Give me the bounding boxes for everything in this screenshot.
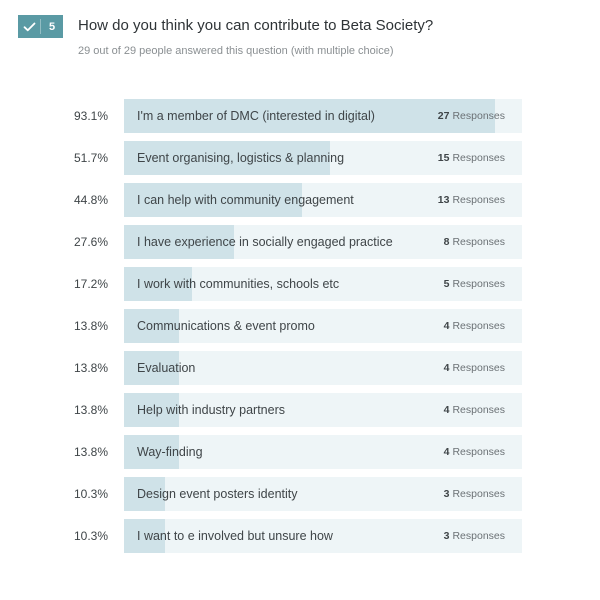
- answer-responses: 13 Responses: [438, 183, 505, 217]
- responses-word: Responses: [452, 530, 505, 542]
- answer-label: I have experience in socially engaged pr…: [137, 235, 393, 249]
- answer-label: Evaluation: [137, 361, 196, 375]
- answer-row[interactable]: 10.3% I want to e involved but unsure how…: [0, 519, 600, 553]
- answer-percent: 13.8%: [73, 361, 108, 375]
- answer-responses: 4 Responses: [444, 351, 505, 385]
- badge-divider: [40, 19, 41, 34]
- answer-bar-track: I have experience in socially engaged pr…: [124, 225, 522, 259]
- answer-responses: 4 Responses: [444, 309, 505, 343]
- answer-label: I want to e involved but unsure how: [137, 529, 333, 543]
- question-number-badge[interactable]: 5: [18, 15, 63, 38]
- answer-responses: 3 Responses: [444, 477, 505, 511]
- answer-label: I can help with community engagement: [137, 193, 354, 207]
- answer-percent: 10.3%: [73, 487, 108, 501]
- response-count: 3: [443, 488, 450, 500]
- answer-bar-fill: [124, 393, 179, 427]
- response-count: 15: [437, 152, 450, 164]
- answer-bar-track: Design event posters identity 3 Responses: [124, 477, 522, 511]
- responses-word: Responses: [452, 236, 505, 248]
- responses-word: Responses: [452, 194, 505, 206]
- answer-bar-track: I can help with community engagement 13 Re…: [124, 183, 522, 217]
- answer-percent: 13.8%: [73, 403, 108, 417]
- answer-responses: 15 Responses: [438, 141, 505, 175]
- response-count: 13: [437, 194, 450, 206]
- responses-word: Responses: [452, 362, 505, 374]
- response-count: 8: [443, 236, 450, 248]
- answer-bar-fill: [124, 99, 495, 133]
- answer-bar-fill: [124, 477, 165, 511]
- question-title: How do you think you can contribute to B…: [78, 17, 434, 34]
- response-count: 3: [443, 530, 450, 542]
- responses-word: Responses: [452, 152, 505, 164]
- response-count: 5: [443, 278, 450, 290]
- answer-bar-fill: [124, 225, 234, 259]
- responses-word: Responses: [452, 320, 505, 332]
- answer-bar-track: I'm a member of DMC (interested in digit…: [124, 99, 522, 133]
- answer-row[interactable]: 44.8% I can help with community engagemen…: [0, 183, 600, 217]
- answer-row[interactable]: 17.2% I work with communities, schools et…: [0, 267, 600, 301]
- response-count: 4: [443, 404, 450, 416]
- answer-bar-track: Communications & event promo 4 Responses: [124, 309, 522, 343]
- answer-bar-track: I work with communities, schools etc 5 Res…: [124, 267, 522, 301]
- answer-bar-fill: [124, 309, 179, 343]
- answer-row[interactable]: 10.3% Design event posters identity 3 Respo…: [0, 477, 600, 511]
- response-count: 4: [443, 362, 450, 374]
- answer-label: Event organising, logistics & planning: [137, 151, 345, 165]
- answer-bar-fill: [124, 519, 165, 553]
- answer-responses: 3 Responses: [444, 519, 505, 553]
- answer-percent: 17.2%: [73, 277, 108, 291]
- answer-percent: 44.8%: [73, 193, 108, 207]
- answer-responses: 4 Responses: [444, 435, 505, 469]
- responses-word: Responses: [452, 110, 505, 122]
- answer-row[interactable]: 13.8% Evaluation 4 Responses: [0, 351, 600, 385]
- question-subtitle: 29 out of 29 people answered this questi…: [78, 45, 394, 57]
- answer-row[interactable]: 13.8% Help with industry partners 4 Respons…: [0, 393, 600, 427]
- answer-responses: 8 Responses: [444, 225, 505, 259]
- answer-percent: 13.8%: [73, 319, 108, 333]
- answer-label: Communications & event promo: [137, 319, 315, 333]
- answer-label: Way-finding: [137, 445, 203, 459]
- answer-percent: 51.7%: [73, 151, 108, 165]
- answer-bar-track: Help with industry partners 4 Responses: [124, 393, 522, 427]
- answer-bar-fill: [124, 435, 179, 469]
- answer-bar-track: Evaluation 4 Responses: [124, 351, 522, 385]
- responses-word: Responses: [452, 488, 505, 500]
- responses-word: Responses: [452, 278, 505, 290]
- answer-label: I'm a member of DMC (interested in digit…: [137, 109, 375, 123]
- answer-row[interactable]: 13.8% Communications & event promo 4 Respon…: [0, 309, 600, 343]
- answer-percent: 13.8%: [73, 445, 108, 459]
- answer-row[interactable]: 13.8% Way-finding 4 Responses: [0, 435, 600, 469]
- answer-row[interactable]: 27.6% I have experience in socially engag…: [0, 225, 600, 259]
- answer-label: Help with industry partners: [137, 403, 285, 417]
- answer-bar-track: Way-finding 4 Responses: [124, 435, 522, 469]
- responses-word: Responses: [452, 404, 505, 416]
- check-icon: [18, 15, 40, 38]
- answer-percent: 27.6%: [73, 235, 108, 249]
- answer-bar-fill: [124, 267, 193, 301]
- response-count: 4: [443, 320, 450, 332]
- answer-percent: 10.3%: [73, 529, 108, 543]
- responses-word: Responses: [452, 446, 505, 458]
- response-count: 27: [437, 110, 450, 122]
- response-count: 4: [443, 446, 450, 458]
- answer-percent: 93.1%: [73, 109, 108, 123]
- answer-responses: 27 Responses: [438, 99, 505, 133]
- answer-responses: 5 Responses: [444, 267, 505, 301]
- question-number: 5: [48, 20, 56, 33]
- answer-bar-fill: [124, 141, 330, 175]
- answer-label: Design event posters identity: [137, 487, 298, 501]
- answer-bar-fill: [124, 183, 303, 217]
- answer-responses: 4 Responses: [444, 393, 505, 427]
- answer-row[interactable]: 51.7% Event organising, logistics & plann…: [0, 141, 600, 175]
- answer-label: I work with communities, schools etc: [137, 277, 340, 291]
- answer-bar-track: Event organising, logistics & planning 15…: [124, 141, 522, 175]
- answer-bar-track: I want to e involved but unsure how 3 Resp…: [124, 519, 522, 553]
- answer-row[interactable]: 93.1% I'm a member of DMC (interested in …: [0, 99, 600, 133]
- answer-bar-fill: [124, 351, 179, 385]
